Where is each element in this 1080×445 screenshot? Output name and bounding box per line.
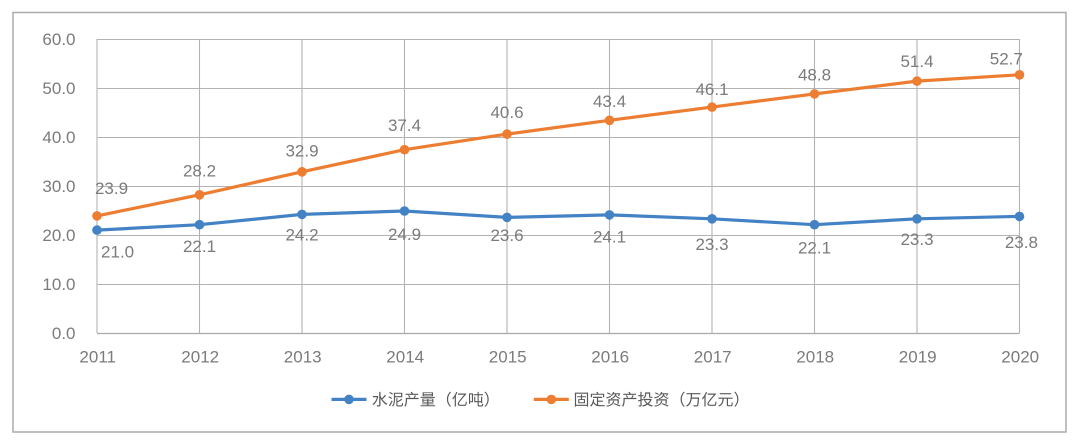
svg-text:2011: 2011 [79,348,116,367]
svg-text:2018: 2018 [796,348,834,367]
svg-text:28.2: 28.2 [183,162,216,181]
svg-text:30.0: 30.0 [42,177,75,196]
svg-text:2020: 2020 [1001,348,1039,367]
svg-text:23.8: 23.8 [1005,233,1038,252]
svg-text:24.2: 24.2 [285,226,318,245]
svg-text:23.3: 23.3 [695,235,728,254]
svg-text:23.3: 23.3 [900,230,933,249]
svg-text:52.7: 52.7 [990,50,1023,69]
svg-text:43.4: 43.4 [593,92,626,111]
svg-text:40.6: 40.6 [490,103,523,122]
svg-text:2016: 2016 [591,348,629,367]
svg-text:24.9: 24.9 [388,225,421,244]
svg-text:0.0: 0.0 [52,324,76,343]
svg-text:23.6: 23.6 [490,226,523,245]
svg-text:37.4: 37.4 [388,116,421,135]
svg-text:21.0: 21.0 [101,243,134,262]
svg-text:2013: 2013 [284,348,322,367]
svg-text:2019: 2019 [899,348,937,367]
svg-text:2014: 2014 [386,348,424,367]
svg-text:60.0: 60.0 [42,30,75,49]
svg-text:20.0: 20.0 [42,226,75,245]
svg-text:32.9: 32.9 [285,142,318,161]
svg-text:48.8: 48.8 [798,66,831,85]
svg-text:2017: 2017 [694,348,732,367]
svg-text:46.1: 46.1 [695,80,728,99]
svg-text:10.0: 10.0 [42,275,75,294]
svg-text:51.4: 51.4 [900,52,933,71]
svg-text:24.1: 24.1 [593,227,626,246]
svg-text:22.1: 22.1 [798,239,831,258]
svg-text:23.9: 23.9 [95,179,128,198]
svg-text:2015: 2015 [489,348,527,367]
svg-text:40.0: 40.0 [42,128,75,147]
svg-text:2012: 2012 [181,348,219,367]
svg-text:22.1: 22.1 [183,237,216,256]
svg-text:50.0: 50.0 [42,79,75,98]
